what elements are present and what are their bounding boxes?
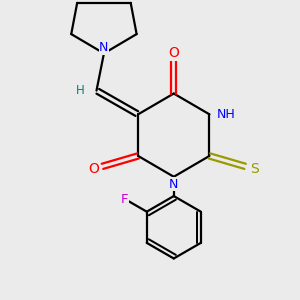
Text: N: N bbox=[99, 41, 109, 54]
Text: O: O bbox=[168, 46, 179, 60]
Text: N: N bbox=[169, 178, 178, 191]
Text: F: F bbox=[121, 193, 128, 206]
Text: H: H bbox=[76, 84, 85, 97]
Text: O: O bbox=[89, 162, 100, 176]
Text: S: S bbox=[250, 162, 258, 176]
Text: NH: NH bbox=[216, 108, 235, 121]
